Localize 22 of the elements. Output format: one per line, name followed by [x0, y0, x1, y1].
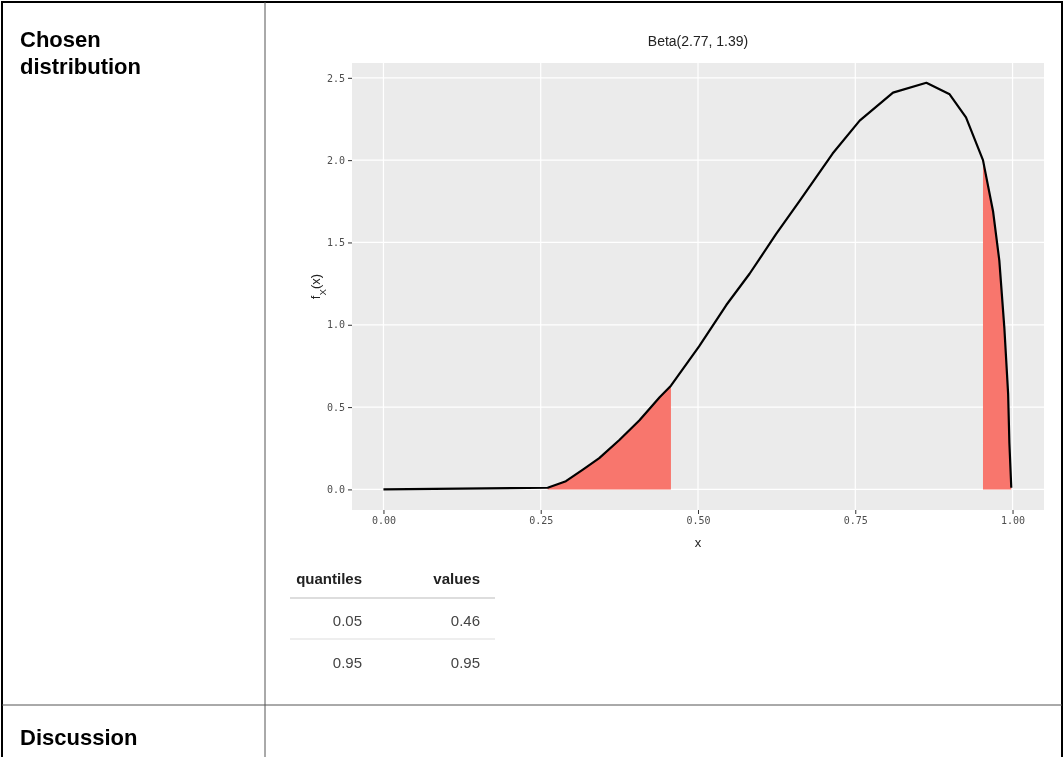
text: 0.95 [450, 654, 480, 671]
y-tick-label: 2.5 [326, 72, 345, 84]
x-axis-title: x [694, 535, 702, 550]
x-tick-label: 0.75 [843, 515, 868, 527]
chart-title: Beta(2.77, 1.39) [647, 33, 749, 49]
text: Chosen distribution [20, 27, 141, 79]
y-tick-label: 1.0 [326, 319, 345, 331]
y-tick-label: 2.0 [326, 154, 345, 166]
y-tick-label: 0.0 [326, 484, 345, 496]
text: 0.46 [450, 612, 480, 629]
text: 0.95 [332, 654, 362, 671]
text: quantiles [296, 570, 362, 587]
y-tick-label: 0.5 [326, 401, 345, 413]
x-tick-label: 0.00 [371, 515, 396, 527]
x-tick-label: 0.50 [686, 515, 711, 527]
y-tick-label: 1.5 [326, 237, 345, 249]
text: values [433, 570, 480, 587]
text: Discussion [20, 725, 138, 750]
x-tick-label: 1.00 [1001, 515, 1026, 527]
x-tick-label: 0.25 [529, 515, 554, 527]
text: 0.05 [332, 612, 362, 629]
line-series [382, 81, 1013, 491]
